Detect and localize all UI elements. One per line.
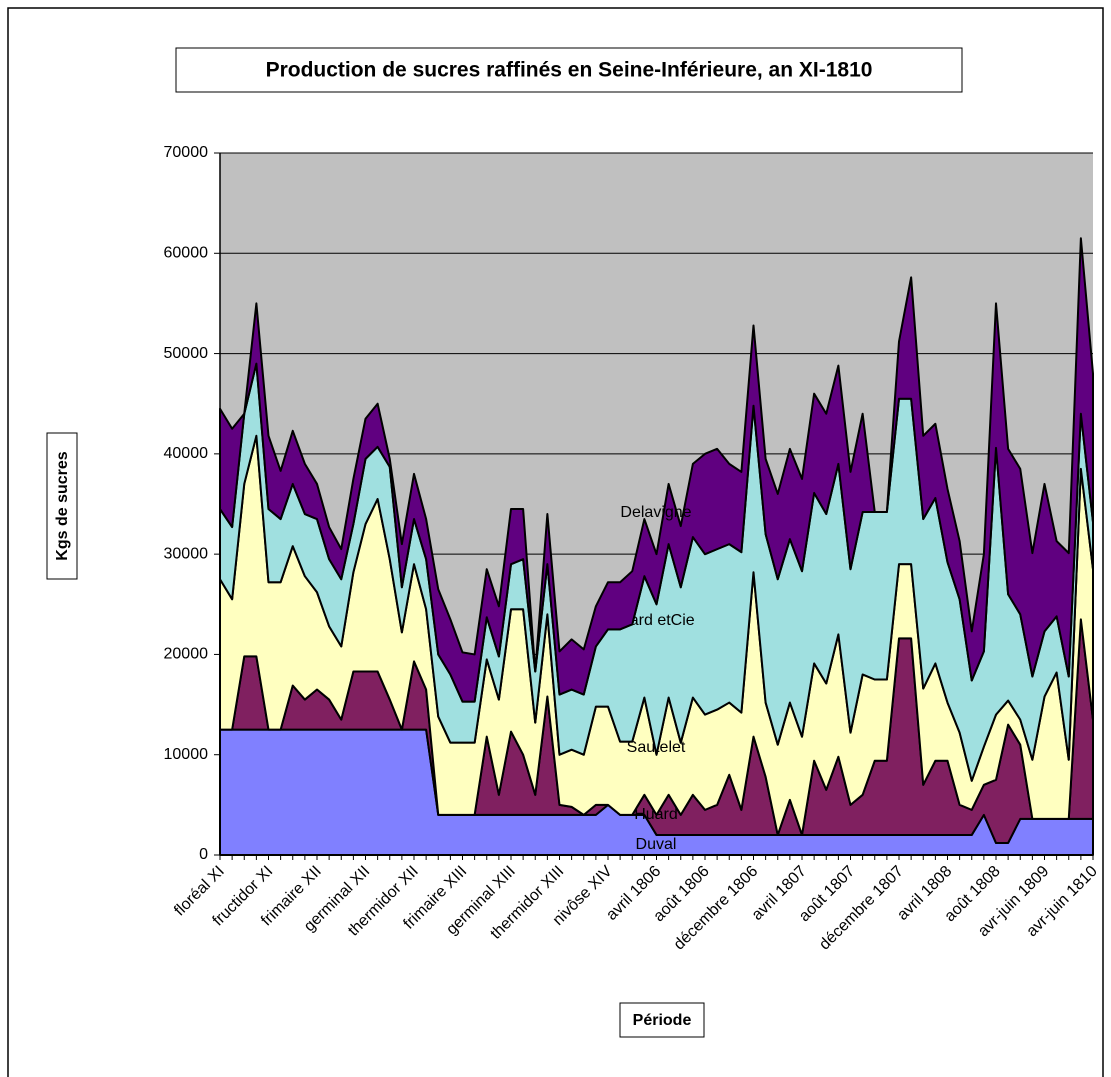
y-tick-label: 60000: [164, 245, 209, 262]
y-tick-label: 30000: [164, 545, 209, 562]
chart-title: Production de sucres raffinés en Seine-I…: [266, 59, 873, 82]
x-label-box: [619, 1002, 705, 1038]
y-tick-label: 40000: [164, 445, 209, 462]
y-axis-label: Kgs de sucres: [54, 451, 71, 560]
y-tick-label: 0: [199, 846, 208, 863]
y-tick-label: 50000: [164, 345, 209, 362]
y-tick-label: 20000: [164, 646, 209, 663]
title-box: [175, 47, 963, 93]
series-label: Delavigne: [620, 504, 691, 521]
series-label: Liard etCie: [617, 612, 694, 629]
y-label-box: [46, 432, 78, 580]
x-axis-label: Période: [633, 1012, 692, 1029]
y-tick-label: 10000: [164, 746, 209, 763]
area: [219, 237, 1094, 703]
y-tick-label: 70000: [164, 144, 209, 161]
series-label: Duval: [636, 836, 677, 853]
